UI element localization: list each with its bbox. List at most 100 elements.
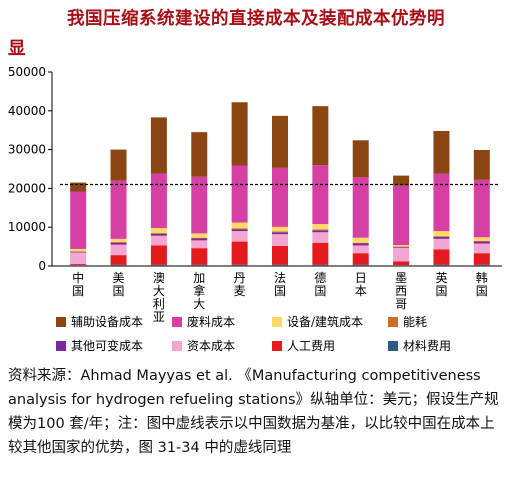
bar-segment [150, 173, 167, 228]
y-tick-label: 40000 [8, 104, 46, 118]
bar-segment [312, 106, 329, 166]
legend-swatch [56, 341, 66, 351]
bar-segment [473, 241, 490, 244]
bar-segment [352, 245, 369, 254]
y-tick-label: 20000 [8, 181, 46, 195]
bar-segment [110, 264, 127, 266]
bar-segment [70, 265, 87, 266]
x-tick-label: 日本 [355, 271, 367, 298]
bar-segment [191, 238, 208, 241]
bar-segment [473, 253, 490, 265]
bar-segment [393, 185, 410, 246]
bar-segment [272, 264, 288, 266]
bar-segment [272, 226, 288, 232]
legend-swatch [388, 317, 398, 327]
legend-label: 其他可变成本 [71, 338, 143, 353]
bar-segment [231, 222, 248, 229]
y-tick-label: 0 [38, 259, 46, 273]
bar-segment [352, 237, 369, 243]
bar-segment [70, 252, 87, 265]
bar-segment [473, 264, 490, 266]
bar-segment [231, 264, 248, 266]
bar-segment [231, 231, 248, 242]
bar-segment [312, 264, 329, 266]
bar-segment [352, 253, 369, 265]
bar-segment [110, 255, 127, 265]
bar-segment [191, 176, 208, 234]
x-tick-label: 中国 [72, 270, 84, 298]
legend-label: 材料费用 [403, 339, 451, 353]
legend-swatch [172, 317, 182, 327]
bar-segment [110, 238, 127, 242]
bar-segment [191, 233, 208, 238]
legend-label: 废料成本 [187, 314, 235, 329]
bar-segment [473, 237, 490, 241]
bar-segment [473, 243, 490, 254]
source-note: 资料来源：Ahmad Mayyas et al. 《Manufacturing … [8, 368, 499, 456]
bar-segment [473, 179, 490, 238]
legend-label: 人工费用 [287, 339, 335, 353]
x-tick-label: 加拿大 [193, 271, 205, 311]
chart-title-line2: 显 [8, 39, 26, 59]
x-tick-label: 丹麦 [234, 271, 246, 298]
bar-segment [231, 241, 248, 265]
bar-segment [70, 182, 87, 192]
bar-segment [352, 243, 369, 246]
bar-segment [110, 241, 127, 243]
y-tick-label: 10000 [8, 220, 46, 234]
bar-segment [393, 175, 410, 186]
bar-segment [433, 173, 450, 232]
bar-segment [231, 165, 248, 223]
legend-swatch [388, 341, 398, 351]
x-tick-label: 美国 [113, 271, 125, 298]
bar-segment [433, 249, 450, 265]
bar-segment [272, 231, 288, 233]
legend-swatch [272, 317, 282, 327]
bar-segment [191, 132, 208, 177]
y-tick-label: 30000 [8, 143, 46, 157]
bar-segment [110, 149, 127, 181]
bar-segment [473, 240, 490, 242]
bar-segment [352, 242, 369, 244]
bar-segment [110, 244, 127, 256]
bar-segment [272, 245, 288, 265]
bar-segment [70, 191, 87, 249]
bar-segment [231, 102, 248, 166]
bar-segment [352, 264, 369, 266]
bar-segment [272, 234, 288, 246]
legend-swatch [56, 317, 66, 327]
bar-segment [393, 265, 410, 266]
bar-segment [70, 251, 87, 253]
bar-segment [150, 117, 167, 174]
legend-swatch [272, 341, 282, 351]
legend-label: 资本成本 [187, 339, 235, 353]
bar-segment [231, 228, 248, 230]
bar-segment [150, 233, 167, 236]
legend-label: 辅助设备成本 [71, 315, 143, 329]
bar-segment [191, 248, 208, 265]
legend-label: 设备/建筑成本 [287, 314, 363, 329]
chart-title: 我国压缩系统建设的直接成本及装配成本优势明 显 [8, 4, 504, 64]
bar-segment [393, 245, 410, 247]
x-tick-label: 法国 [274, 271, 286, 298]
bar-segment [150, 235, 167, 246]
x-tick-label: 英国 [435, 271, 447, 298]
bar-segment [393, 247, 410, 262]
bar-segment [150, 227, 167, 234]
y-tick-label: 50000 [8, 65, 46, 79]
bar-segment [191, 264, 208, 266]
bar-segment [191, 240, 208, 249]
x-tick-label: 墨西哥 [395, 271, 407, 311]
chart-title-line1: 我国压缩系统建设的直接成本及装配成本优势明 [67, 9, 445, 29]
bar-segment [433, 264, 450, 266]
bar-segment [312, 242, 329, 265]
bar-segment [312, 229, 329, 231]
bar-segment [352, 177, 369, 238]
bar-segment [150, 245, 167, 265]
bar-segment [191, 237, 208, 239]
stacked-bar-chart: 0 10000 20000 30000 40000 50000 中国 美国 澳大利亚 加拿大 丹麦 法… [8, 65, 502, 353]
bar-segment [150, 264, 167, 266]
bar-segment [272, 167, 288, 227]
bar-segment [433, 236, 450, 239]
bar-segment [433, 130, 450, 174]
